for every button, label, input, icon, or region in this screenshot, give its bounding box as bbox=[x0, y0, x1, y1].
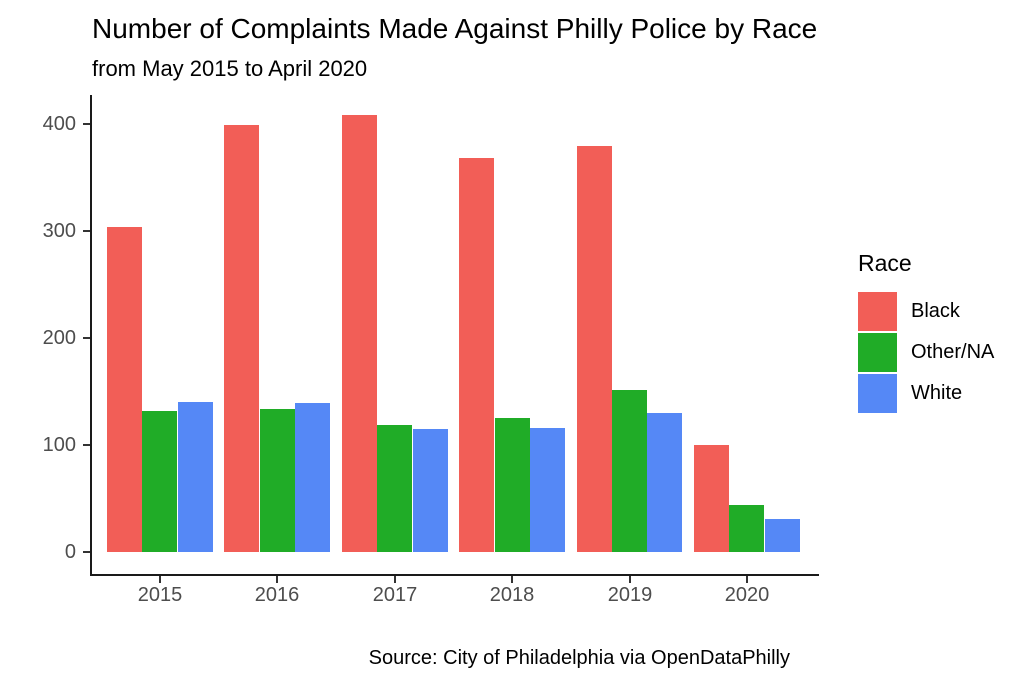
legend-item-black: Black bbox=[858, 292, 994, 331]
bar-2019-black bbox=[577, 146, 612, 552]
legend: Race Black Other/NA White bbox=[858, 250, 994, 413]
x-tick-mark bbox=[746, 576, 748, 583]
x-tick-label: 2020 bbox=[724, 584, 770, 606]
y-tick-mark bbox=[83, 337, 90, 339]
bar-2016-other-na bbox=[260, 409, 295, 552]
y-axis-line bbox=[90, 95, 92, 576]
legend-items: Black Other/NA White bbox=[858, 292, 994, 413]
legend-label: White bbox=[911, 382, 963, 404]
x-tick-label: 2018 bbox=[489, 584, 535, 606]
legend-item-other-na: Other/NA bbox=[858, 333, 994, 372]
chart-title: Number of Complaints Made Against Philly… bbox=[92, 13, 818, 44]
y-tick-label: 400 bbox=[42, 113, 76, 135]
x-tick-mark bbox=[511, 576, 513, 583]
legend-swatch-other-na bbox=[858, 333, 897, 372]
bar-2020-other-na bbox=[729, 505, 764, 552]
bar-2017-white bbox=[413, 429, 448, 552]
legend-title: Race bbox=[858, 250, 912, 276]
bar-2015-black bbox=[107, 227, 142, 552]
y-tick-mark bbox=[83, 123, 90, 125]
bar-2020-white bbox=[765, 519, 800, 552]
y-tick-mark bbox=[83, 230, 90, 232]
bar-2017-black bbox=[342, 115, 377, 552]
legend-label: Black bbox=[911, 300, 960, 322]
chart-subtitle: from May 2015 to April 2020 bbox=[92, 56, 368, 81]
y-tick-label: 300 bbox=[42, 220, 76, 242]
y-tick-mark bbox=[83, 551, 90, 553]
y-tick-label: 200 bbox=[42, 327, 76, 349]
y-tick-label: 100 bbox=[42, 434, 76, 456]
x-tick-label: 2019 bbox=[607, 584, 653, 606]
legend-swatch-white bbox=[858, 374, 897, 413]
bar-2018-white bbox=[530, 428, 565, 552]
x-tick-label: 2017 bbox=[372, 584, 418, 606]
plot-area bbox=[91, 95, 818, 574]
x-tick-label: 2016 bbox=[254, 584, 300, 606]
y-tick-mark bbox=[83, 444, 90, 446]
y-tick-label: 0 bbox=[64, 541, 76, 563]
legend-item-white: White bbox=[858, 374, 994, 413]
bar-2019-white bbox=[647, 413, 682, 552]
x-tick-label: 2015 bbox=[137, 584, 183, 606]
bar-2015-other-na bbox=[142, 411, 177, 552]
x-tick-mark bbox=[629, 576, 631, 583]
x-axis-line bbox=[90, 574, 819, 576]
bar-2018-black bbox=[459, 158, 494, 552]
x-tick-mark bbox=[159, 576, 161, 583]
legend-label: Other/NA bbox=[911, 341, 995, 363]
bar-2015-white bbox=[178, 402, 213, 552]
source-caption: Source: City of Philadelphia via OpenDat… bbox=[368, 647, 790, 669]
bar-2016-white bbox=[295, 403, 330, 552]
bar-2020-black bbox=[694, 445, 729, 552]
bar-2019-other-na bbox=[612, 390, 647, 552]
legend-swatch-black bbox=[858, 292, 897, 331]
x-tick-mark bbox=[394, 576, 396, 583]
bar-2017-other-na bbox=[377, 425, 412, 552]
x-tick-mark bbox=[276, 576, 278, 583]
bar-2016-black bbox=[224, 125, 259, 552]
bar-2018-other-na bbox=[495, 418, 530, 552]
